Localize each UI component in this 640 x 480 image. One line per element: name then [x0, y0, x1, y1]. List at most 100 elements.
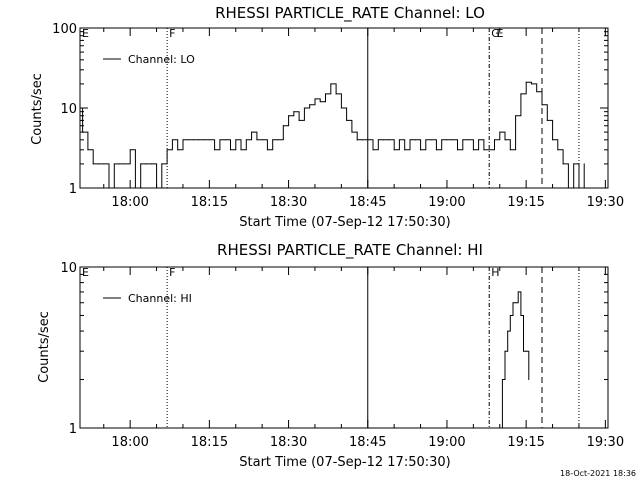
x-tick-label: 18:00 [111, 435, 148, 450]
data-point [457, 149, 459, 151]
y-tick-label: 1 [69, 182, 77, 197]
data-point [82, 131, 84, 133]
legend: Channel: HI [103, 292, 192, 305]
data-point [187, 139, 189, 141]
data-point [372, 149, 374, 151]
data-point [288, 115, 290, 117]
x-tick-label: 18:30 [270, 195, 307, 210]
data-point [562, 163, 564, 165]
series-line [499, 291, 530, 429]
data-point [573, 163, 575, 165]
data-point [177, 149, 179, 151]
data-point [499, 427, 501, 429]
data-point [203, 139, 205, 141]
x-tick-label: 19:15 [507, 435, 544, 450]
data-point [472, 149, 474, 151]
data-point [282, 125, 284, 127]
data-point [166, 149, 168, 151]
data-point [156, 187, 158, 189]
data-point [567, 187, 569, 189]
data-point [546, 119, 548, 121]
data-point [193, 139, 195, 141]
series-line [80, 81, 585, 189]
data-point [520, 93, 522, 95]
data-point [583, 163, 585, 165]
data-point [404, 149, 406, 151]
data-point [377, 139, 379, 141]
data-point [309, 104, 311, 106]
chart-marks: 1 10 18:00 18:15 18:30 18:45 19:00 19:15 19:30 E F… [60, 261, 624, 450]
data-point [530, 83, 532, 85]
data-point [517, 291, 519, 293]
data-point [409, 139, 411, 141]
x-tick-label: 18:45 [349, 435, 386, 450]
x-tick-label: 18:00 [111, 195, 148, 210]
data-point [356, 139, 358, 141]
event-marker-label: G [491, 27, 500, 40]
x-tick-label: 19:30 [587, 195, 624, 210]
y-tick-label: 10 [60, 102, 77, 117]
data-point [528, 379, 530, 381]
data-point [124, 163, 126, 165]
data-point [520, 314, 522, 316]
data-point [478, 139, 480, 141]
legend: Channel: LO [103, 53, 195, 66]
data-point [393, 149, 395, 151]
data-point [79, 107, 81, 109]
data-point [235, 139, 237, 141]
data-point [303, 107, 305, 109]
data-point [388, 139, 390, 141]
data-point [224, 139, 226, 141]
data-point [541, 104, 543, 106]
x-tick-label: 19:00 [428, 195, 465, 210]
data-point [451, 139, 453, 141]
data-point [398, 139, 400, 141]
data-point [319, 101, 321, 103]
data-point [251, 131, 253, 133]
event-marker-label: E [496, 27, 503, 40]
data-point [134, 187, 136, 189]
legend-label: Channel: LO [128, 53, 195, 66]
data-point [525, 81, 527, 83]
data-point [208, 139, 210, 141]
data-point [351, 131, 353, 133]
chart-title: RHESSI PARTICLE_RATE Channel: LO [215, 4, 485, 23]
x-tick-label: 19:30 [587, 435, 624, 450]
data-point [145, 163, 147, 165]
data-point [361, 139, 363, 141]
data-point [515, 302, 517, 304]
data-point [501, 379, 503, 381]
y-axis-label: Counts/sec [37, 311, 52, 383]
data-point [330, 83, 332, 85]
x-tick-label: 18:15 [191, 435, 228, 450]
y-tick-label: 1 [69, 422, 77, 437]
data-point [171, 139, 173, 141]
data-point [87, 149, 89, 151]
legend-label: Channel: HI [128, 292, 192, 305]
data-point [425, 139, 427, 141]
x-tick-label: 18:30 [270, 435, 307, 450]
event-marker-label: F [169, 27, 175, 40]
x-axis-label: Start Time (07-Sep-12 17:50:30) [239, 215, 450, 230]
chart-marks: 1 10 100 18:00 18:15 18:30 18:45 19:00 19:15 19:3… [52, 22, 624, 210]
data-point [182, 139, 184, 141]
data-point [256, 139, 258, 141]
data-point [261, 139, 263, 141]
panel-lo: RHESSI PARTICLE_RATE Channel: LO Counts/… [30, 4, 624, 230]
data-point [245, 139, 247, 141]
data-point [240, 149, 242, 151]
x-tick-label: 18:15 [191, 195, 228, 210]
x-tick-label: 19:15 [507, 195, 544, 210]
x-tick-label: 18:45 [349, 195, 386, 210]
data-point [113, 163, 115, 165]
timestamp-label: 18-Oct-2021 18:36 [560, 469, 636, 478]
data-point [578, 187, 580, 189]
data-point [266, 149, 268, 151]
data-point [92, 163, 94, 165]
data-point [325, 93, 327, 95]
data-point [430, 139, 432, 141]
data-point [557, 149, 559, 151]
x-tick-label: 19:00 [428, 435, 465, 450]
data-point [298, 119, 300, 121]
